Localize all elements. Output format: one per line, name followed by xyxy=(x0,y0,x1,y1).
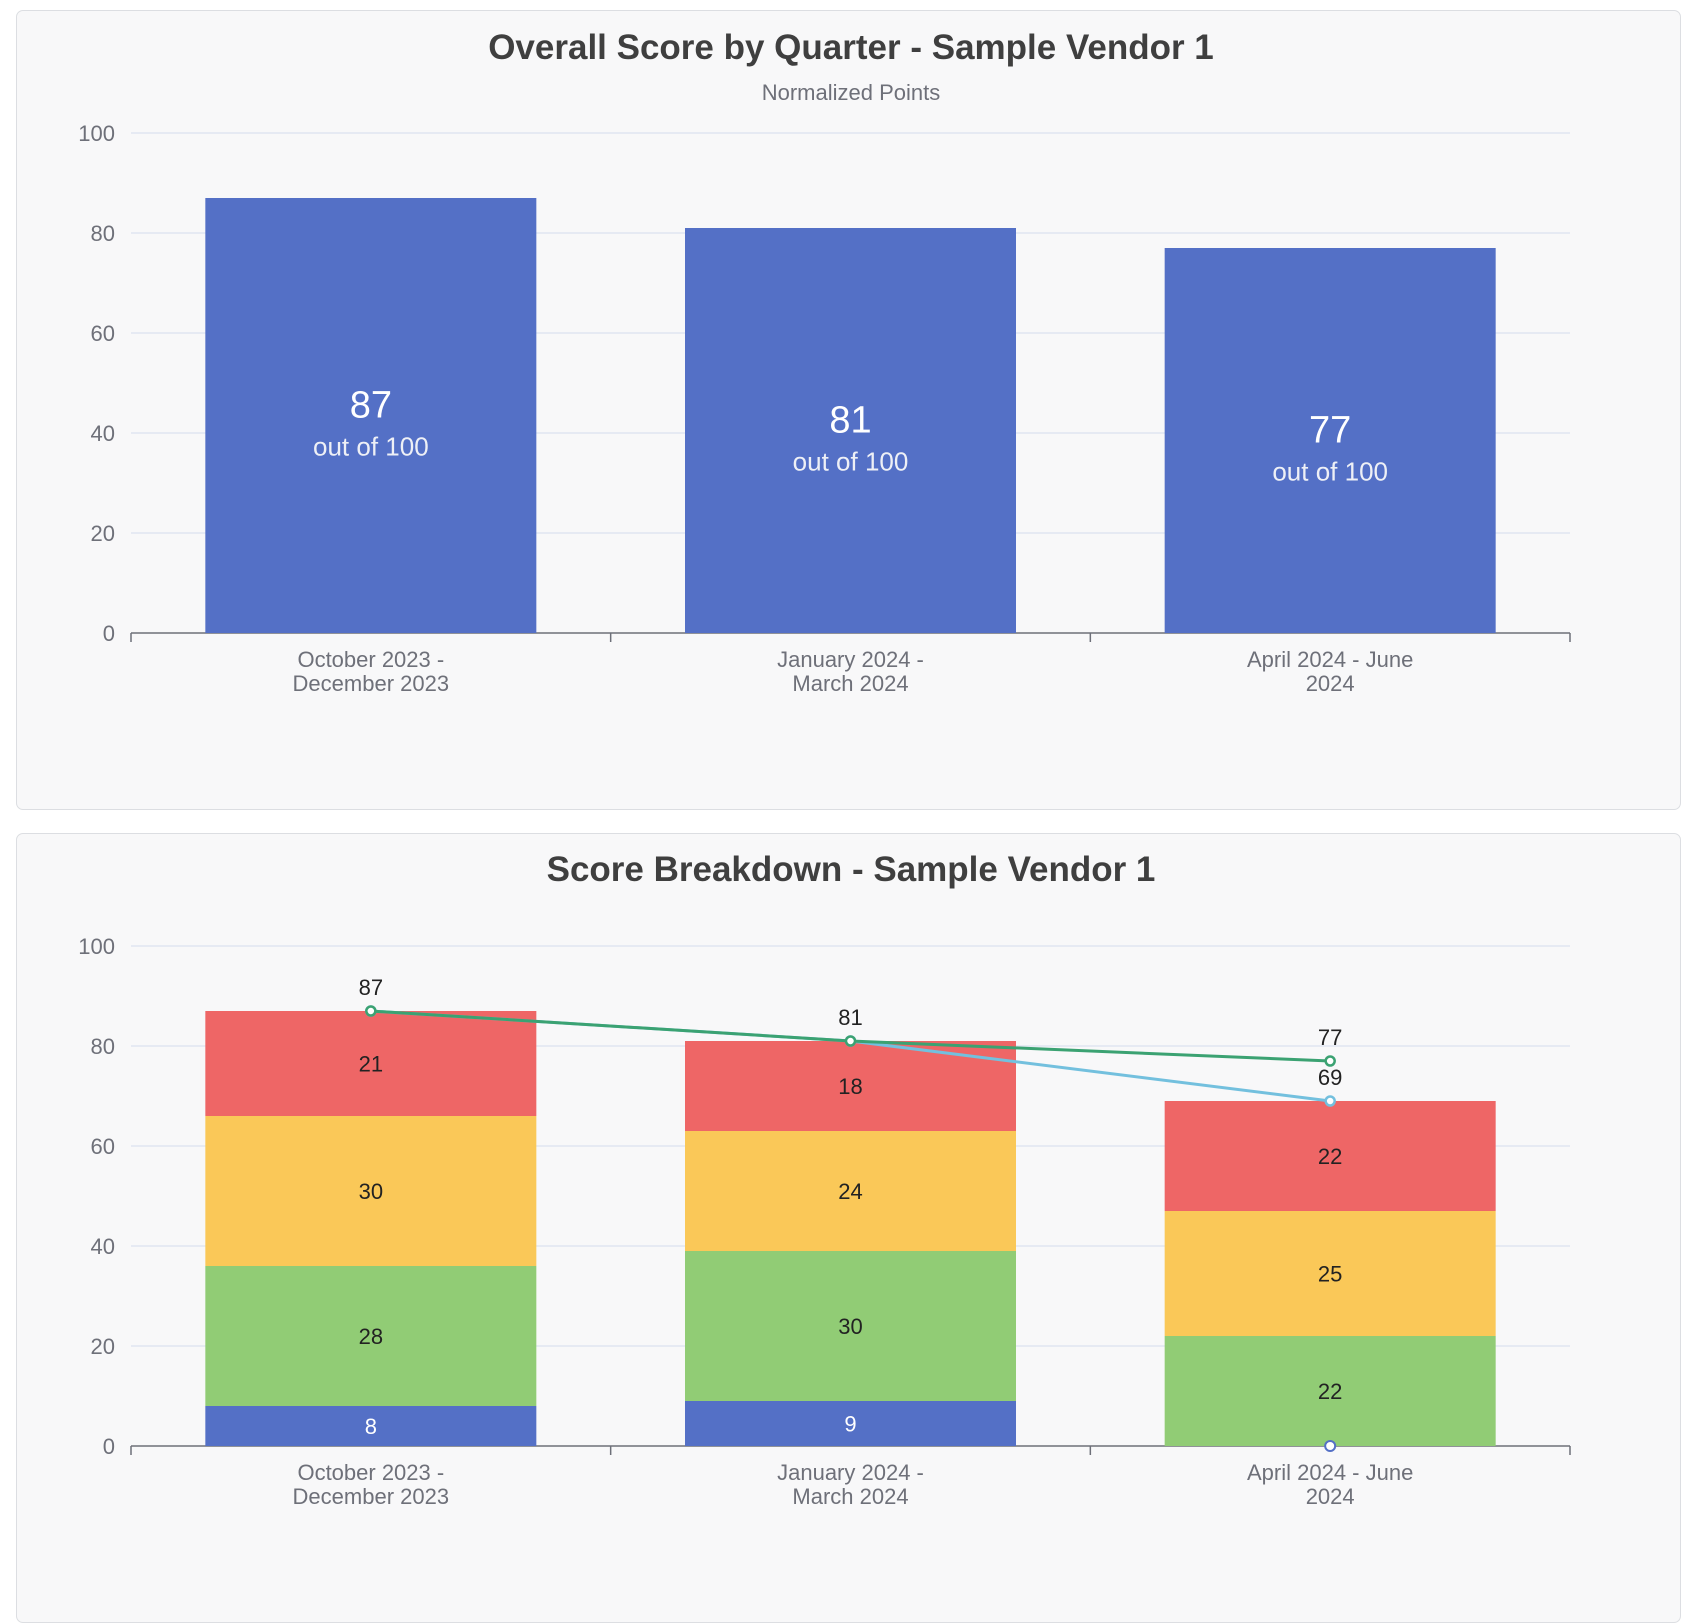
stacked-bar-segment xyxy=(685,1131,1016,1251)
x-tick-label: January 2024 -March 2024 xyxy=(777,647,924,696)
stacked-bar-segment xyxy=(685,1251,1016,1401)
y-tick-label: 40 xyxy=(91,1234,115,1259)
stacked-bar-segment xyxy=(1164,1336,1496,1446)
line-value-label: 69 xyxy=(1318,1065,1342,1090)
stacked-bar-segment xyxy=(1164,1101,1496,1211)
y-tick-label: 0 xyxy=(103,1434,115,1459)
bar-suffix-label: out of 100 xyxy=(1272,457,1388,487)
stacked-bar-segment xyxy=(205,1266,537,1406)
y-tick-label: 40 xyxy=(91,421,115,446)
bar-value-label: 87 xyxy=(350,385,392,427)
x-tick-label: April 2024 - June 2024 xyxy=(1247,647,1413,696)
segment-value-label: 18 xyxy=(838,1074,862,1099)
segment-value-label: 22 xyxy=(1318,1379,1342,1404)
line-value-label: 77 xyxy=(1318,1025,1342,1050)
line-value-label: 87 xyxy=(359,975,383,1000)
y-tick-label: 60 xyxy=(91,1134,115,1159)
segment-value-label: 30 xyxy=(838,1314,862,1339)
bar-value-label: 81 xyxy=(829,400,871,442)
overall-score-panel: Overall Score by Quarter - Sample Vendor… xyxy=(16,10,1681,810)
stacked-bar-segment xyxy=(205,1116,537,1266)
segment-value-label: 22 xyxy=(1318,1144,1342,1169)
stacked-bar-segment xyxy=(205,1406,537,1446)
segment-value-label: 8 xyxy=(365,1414,377,1439)
line-value-label: 81 xyxy=(838,1005,862,1030)
zero-marker xyxy=(1324,1440,1337,1452)
y-tick-label: 80 xyxy=(91,1034,115,1059)
x-tick-label: October 2023 -December 2023 xyxy=(293,1460,450,1509)
segment-value-label: 9 xyxy=(844,1412,856,1437)
chart-title: Overall Score by Quarter - Sample Vendor… xyxy=(488,28,1214,67)
bar-suffix-label: out of 100 xyxy=(793,447,909,477)
score-breakdown-panel: Score Breakdown - Sample Vendor 1 0 20 40 60… xyxy=(16,833,1681,1623)
stacked-bar-segment xyxy=(685,1401,1016,1446)
stacked-bar-segment xyxy=(1164,1211,1496,1336)
y-tick-label: 80 xyxy=(91,221,115,246)
y-tick-label: 20 xyxy=(91,1334,115,1359)
y-tick-label: 0 xyxy=(103,621,115,646)
x-tick-label: April 2024 - June 2024 xyxy=(1247,1460,1413,1509)
overall-score-chart: Overall Score by Quarter - Sample Vendor… xyxy=(78,28,1571,696)
line-point xyxy=(1324,1095,1336,1107)
bar xyxy=(205,198,537,633)
x-tick-label: January 2024 -March 2024 xyxy=(777,1460,924,1509)
bar xyxy=(685,228,1016,633)
chart-title: Score Breakdown - Sample Vendor 1 xyxy=(547,850,1156,889)
x-tick-label: October 2023 -December 2023 xyxy=(293,647,450,696)
segment-value-label: 28 xyxy=(359,1324,383,1349)
bar xyxy=(1164,248,1496,633)
y-tick-label: 20 xyxy=(91,521,115,546)
line-point xyxy=(365,1005,377,1017)
y-tick-label: 60 xyxy=(91,321,115,346)
stacked-bar-segment xyxy=(205,1011,537,1116)
y-tick-label: 100 xyxy=(78,934,115,959)
segment-value-label: 25 xyxy=(1318,1262,1342,1287)
bar-value-label: 77 xyxy=(1309,410,1351,452)
segment-value-label: 24 xyxy=(838,1179,862,1204)
segment-value-label: 21 xyxy=(359,1052,383,1077)
line-point xyxy=(844,1035,857,1047)
segment-value-label: 30 xyxy=(359,1179,383,1204)
bar-suffix-label: out of 100 xyxy=(313,432,429,462)
score-breakdown-chart: Score Breakdown - Sample Vendor 1 0 20 40 60… xyxy=(78,850,1571,1509)
y-tick-label: 100 xyxy=(78,121,115,146)
line-point xyxy=(1324,1055,1336,1067)
chart-subtitle: Normalized Points xyxy=(762,80,941,105)
